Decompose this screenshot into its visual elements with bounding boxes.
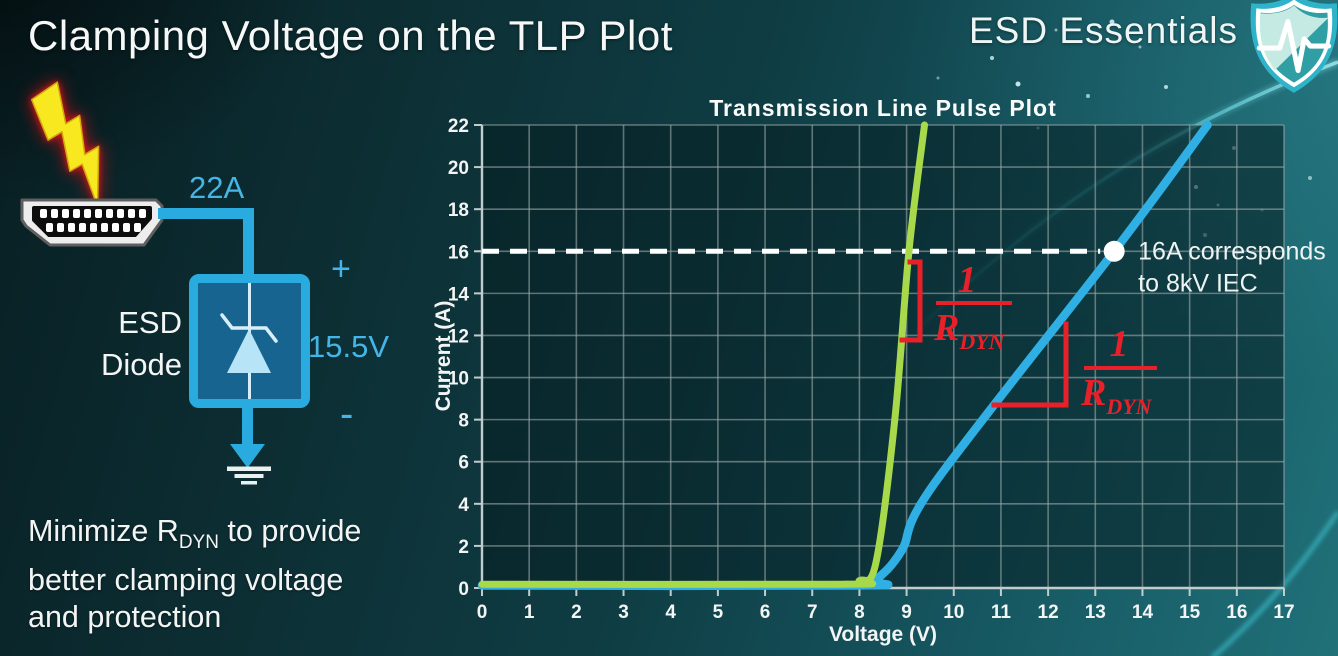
y-axis-label: Current (A) <box>432 301 455 412</box>
x-axis-label: Voltage (V) <box>829 623 937 646</box>
svg-text:3: 3 <box>618 602 629 623</box>
marker-dot <box>1103 240 1125 262</box>
corner-swoosh <box>1210 510 1338 656</box>
slide-title: Clamping Voltage on the TLP Plot <box>28 12 673 59</box>
svg-text:8: 8 <box>458 411 469 432</box>
svg-text:RDYN: RDYN <box>933 307 1006 354</box>
svg-text:14: 14 <box>448 284 470 305</box>
polarity-plus-label: + <box>331 250 351 288</box>
svg-text:9: 9 <box>901 602 912 623</box>
shield-pulse-icon <box>1250 0 1338 93</box>
svg-text:6: 6 <box>458 453 469 474</box>
takeaway-line1: Minimize RDYN to provide <box>28 514 362 554</box>
svg-text:4: 4 <box>458 495 469 516</box>
svg-text:5: 5 <box>713 602 724 623</box>
svg-text:16: 16 <box>448 242 469 263</box>
svg-text:18: 18 <box>448 200 469 221</box>
blue-slope-annotation <box>991 321 1069 408</box>
surge-current-label: 22A <box>189 170 245 205</box>
svg-text:12: 12 <box>1038 602 1059 623</box>
svg-text:0: 0 <box>458 579 469 600</box>
rdyn-subscript: DYN <box>178 532 219 554</box>
svg-text:11: 11 <box>991 602 1012 623</box>
svg-text:0: 0 <box>477 602 488 623</box>
svg-text:20: 20 <box>448 158 469 179</box>
svg-text:2: 2 <box>458 537 469 558</box>
svg-text:4: 4 <box>665 602 676 623</box>
svg-text:15: 15 <box>1179 602 1201 623</box>
svg-text:10: 10 <box>943 602 964 623</box>
zener-diode-symbol <box>220 283 278 399</box>
wire-horizontal <box>158 208 254 219</box>
svg-text:6: 6 <box>760 602 771 623</box>
lightning-bolt-icon <box>30 81 100 208</box>
svg-text:16: 16 <box>1226 602 1247 623</box>
takeaway-line3: and protection <box>28 600 222 635</box>
svg-text:22: 22 <box>448 116 469 137</box>
ground-symbol <box>227 404 271 485</box>
hdmi-connector-icon <box>20 198 164 247</box>
component-label: ESD Diode <box>80 302 182 386</box>
svg-text:1: 1 <box>524 602 535 623</box>
svg-text:2: 2 <box>571 602 582 623</box>
polarity-minus-label: - <box>340 392 354 436</box>
esd-diode-box <box>189 274 310 408</box>
svg-text:10: 10 <box>448 369 469 390</box>
component-label-line1: ESD <box>118 305 182 340</box>
svg-text:12: 12 <box>448 326 469 347</box>
clamp-voltage-label: 15.5V <box>308 329 390 364</box>
component-label-line2: Diode <box>101 347 182 382</box>
chart-title: Transmission Line Pulse Plot <box>709 95 1057 121</box>
svg-text:RDYN: RDYN <box>1080 372 1153 419</box>
svg-text:17: 17 <box>1273 602 1294 623</box>
green-curve <box>478 121 929 588</box>
takeaway-line2: better clamping voltage <box>28 562 344 597</box>
takeaway-note: Minimize RDYN to provide better clamping… <box>28 513 361 637</box>
svg-text:1: 1 <box>1110 323 1129 365</box>
brand-text: ESD Essentials <box>969 10 1238 51</box>
marker-label-line1: 16A corresponds <box>1138 237 1326 265</box>
marker-label-line2: to 8kV IEC <box>1138 269 1258 297</box>
svg-text:13: 13 <box>1085 602 1106 623</box>
tlp-chart-svg: 0 1 2 3 4 5 6 7 8 9 10 11 12 13 14 15 16 1702468101214161… <box>432 95 1326 646</box>
green-slope-annotation <box>899 259 923 343</box>
svg-text:8: 8 <box>854 602 865 623</box>
wire-vertical <box>243 208 254 280</box>
svg-text:7: 7 <box>807 602 818 623</box>
svg-text:1: 1 <box>958 259 977 301</box>
svg-text:14: 14 <box>1132 602 1154 623</box>
